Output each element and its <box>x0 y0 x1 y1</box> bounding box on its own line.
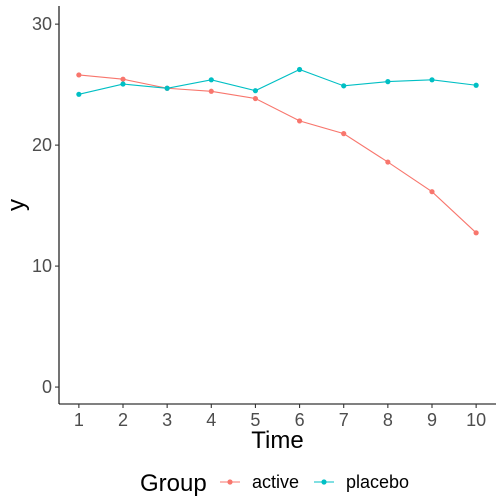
data-point-placebo <box>429 77 435 83</box>
legend-label-active: active <box>252 472 299 492</box>
data-point-placebo <box>120 81 126 87</box>
series-line-placebo <box>78 68 477 95</box>
x-axis-title: Time <box>251 427 303 454</box>
legend-title: Group <box>140 470 207 497</box>
data-point-placebo <box>296 66 303 73</box>
data-point-placebo <box>473 82 479 88</box>
data-point-active <box>473 230 479 236</box>
y-axis-title: y <box>3 199 30 211</box>
plot-area <box>76 66 479 236</box>
y-tick-label: 20 <box>32 135 52 155</box>
data-point-active <box>120 76 126 82</box>
data-point-active <box>76 72 82 78</box>
data-point-active <box>341 131 347 137</box>
x-tick-label: 9 <box>427 410 437 430</box>
x-tick-label: 8 <box>383 410 393 430</box>
x-tick-label: 7 <box>339 410 349 430</box>
x-tick-label: 10 <box>466 410 486 430</box>
x-tick-label: 5 <box>250 410 260 430</box>
x-tick-label: 6 <box>295 410 305 430</box>
data-point-placebo <box>252 88 259 94</box>
x-tick-label: 1 <box>74 410 84 430</box>
data-point-placebo <box>385 79 391 85</box>
y-tick-label: 30 <box>32 14 52 34</box>
legend-key-point-placebo <box>321 479 327 485</box>
legend-key-point-active <box>227 479 233 485</box>
x-axis-ticks: 1 2 3 4 5 6 7 8 9 10 <box>74 404 486 430</box>
y-tick-label: 10 <box>32 256 52 276</box>
data-point-placebo <box>164 85 170 91</box>
series-line-active <box>78 74 477 234</box>
legend: Group active placebo <box>140 470 409 497</box>
data-point-active <box>296 118 303 124</box>
x-tick-label: 2 <box>118 410 128 430</box>
data-point-active <box>385 159 391 165</box>
data-point-active <box>429 189 435 195</box>
data-point-active <box>208 88 214 94</box>
y-axis-ticks: 0 10 20 30 <box>32 14 59 397</box>
x-tick-label: 3 <box>162 410 172 430</box>
data-point-placebo <box>341 83 347 89</box>
data-point-placebo <box>76 91 82 97</box>
legend-label-placebo: placebo <box>346 472 409 492</box>
data-point-placebo <box>208 77 214 83</box>
x-tick-label: 4 <box>206 410 216 430</box>
data-point-active <box>252 95 259 102</box>
y-tick-label: 0 <box>42 377 52 397</box>
